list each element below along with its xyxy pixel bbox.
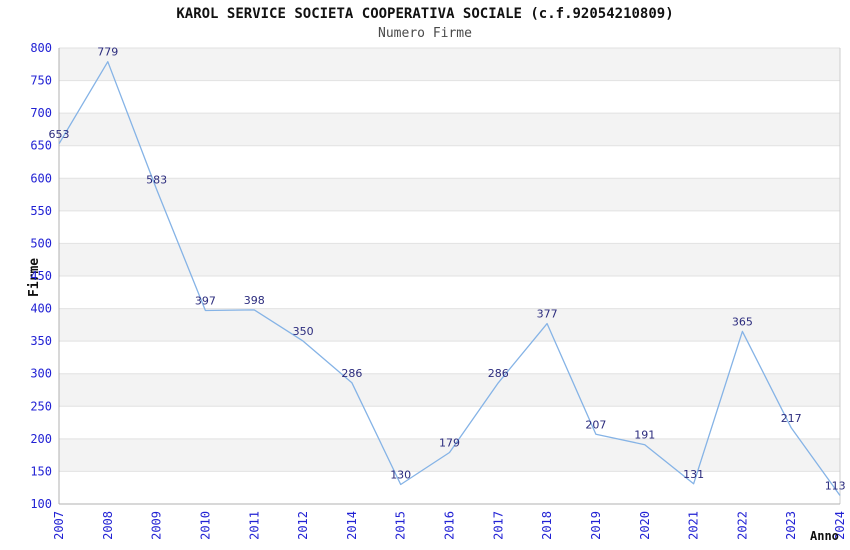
x-tick-label: 2019 — [589, 511, 603, 540]
y-tick-label: 150 — [30, 464, 52, 478]
data-label: 365 — [732, 315, 753, 328]
plot-band — [59, 113, 840, 146]
plot-band — [59, 438, 840, 472]
data-label: 350 — [293, 325, 314, 338]
x-tick-label: 2021 — [687, 511, 701, 540]
chart-subtitle: Numero Firme — [378, 26, 472, 41]
x-tick-label: 2012 — [296, 511, 310, 540]
plot-band — [59, 308, 840, 342]
y-tick-label: 500 — [30, 236, 52, 250]
data-label: 179 — [439, 437, 460, 450]
plot-band — [59, 373, 840, 407]
x-tick-label: 2022 — [735, 511, 749, 540]
y-tick-label: 550 — [30, 204, 52, 218]
x-tick-label: 2024 — [833, 511, 847, 540]
x-tick-label: 2010 — [198, 511, 212, 540]
data-label: 131 — [683, 468, 704, 481]
x-tick-label: 2023 — [784, 511, 798, 540]
data-label: 286 — [488, 367, 509, 380]
y-tick-label: 400 — [30, 302, 52, 316]
chart-title: KAROL SERVICE SOCIETA COOPERATIVA SOCIAL… — [176, 6, 674, 22]
data-label: 398 — [244, 294, 265, 307]
y-tick-label: 350 — [30, 334, 52, 348]
y-tick-label: 650 — [30, 139, 52, 153]
data-label: 286 — [341, 367, 362, 380]
plot-band — [59, 48, 840, 81]
x-tick-label: 2017 — [491, 511, 505, 540]
y-tick-label: 800 — [30, 41, 52, 55]
data-label: 113 — [825, 480, 846, 493]
x-tick-label: 2020 — [638, 511, 652, 540]
data-label: 217 — [781, 412, 802, 425]
x-tick-label: 2016 — [443, 511, 457, 540]
x-tick-label: 2014 — [345, 511, 359, 540]
data-label: 377 — [537, 308, 558, 321]
x-tick-label: 2007 — [52, 511, 66, 540]
data-label: 207 — [585, 418, 606, 431]
x-axis-title: Anno — [810, 529, 839, 543]
data-label: 583 — [146, 173, 167, 186]
y-tick-label: 300 — [30, 367, 52, 381]
x-tick-label: 2018 — [540, 511, 554, 540]
x-tick-label: 2009 — [150, 511, 164, 540]
data-label: 779 — [97, 46, 118, 59]
x-tick-label: 2015 — [394, 511, 408, 540]
data-label: 191 — [634, 429, 655, 442]
x-tick-label: 2011 — [247, 511, 261, 540]
series-line — [58, 61, 841, 496]
y-tick-label: 450 — [30, 269, 52, 283]
y-tick-label: 200 — [30, 432, 52, 446]
y-tick-label: 250 — [30, 399, 52, 413]
plot-band — [59, 178, 840, 211]
data-label: 130 — [390, 469, 411, 482]
y-tick-label: 700 — [30, 106, 52, 120]
data-label: 397 — [195, 295, 216, 308]
y-tick-label: 750 — [30, 74, 52, 88]
y-tick-label: 600 — [30, 171, 52, 185]
y-tick-label: 100 — [30, 497, 52, 511]
plot-band — [59, 243, 840, 276]
data-label: 653 — [49, 128, 70, 141]
x-tick-label: 2008 — [101, 511, 115, 540]
